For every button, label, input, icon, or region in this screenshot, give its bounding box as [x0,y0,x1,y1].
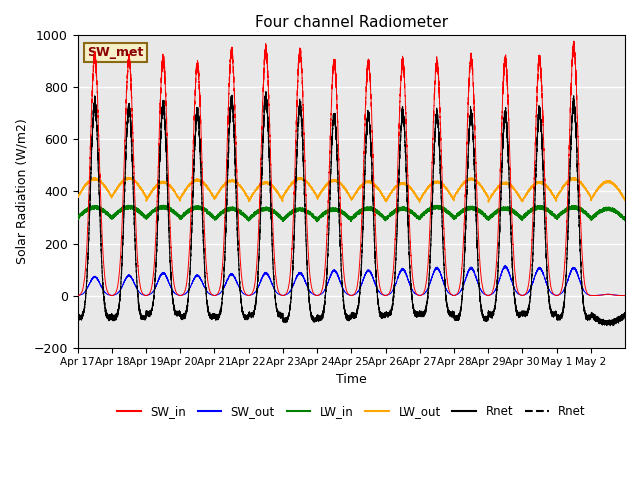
Legend: SW_in, SW_out, LW_in, LW_out, Rnet, Rnet: SW_in, SW_out, LW_in, LW_out, Rnet, Rnet [112,400,590,423]
Y-axis label: Solar Radiation (W/m2): Solar Radiation (W/m2) [15,119,28,264]
X-axis label: Time: Time [336,373,367,386]
Title: Four channel Radiometer: Four channel Radiometer [255,15,448,30]
Text: SW_met: SW_met [88,46,144,59]
